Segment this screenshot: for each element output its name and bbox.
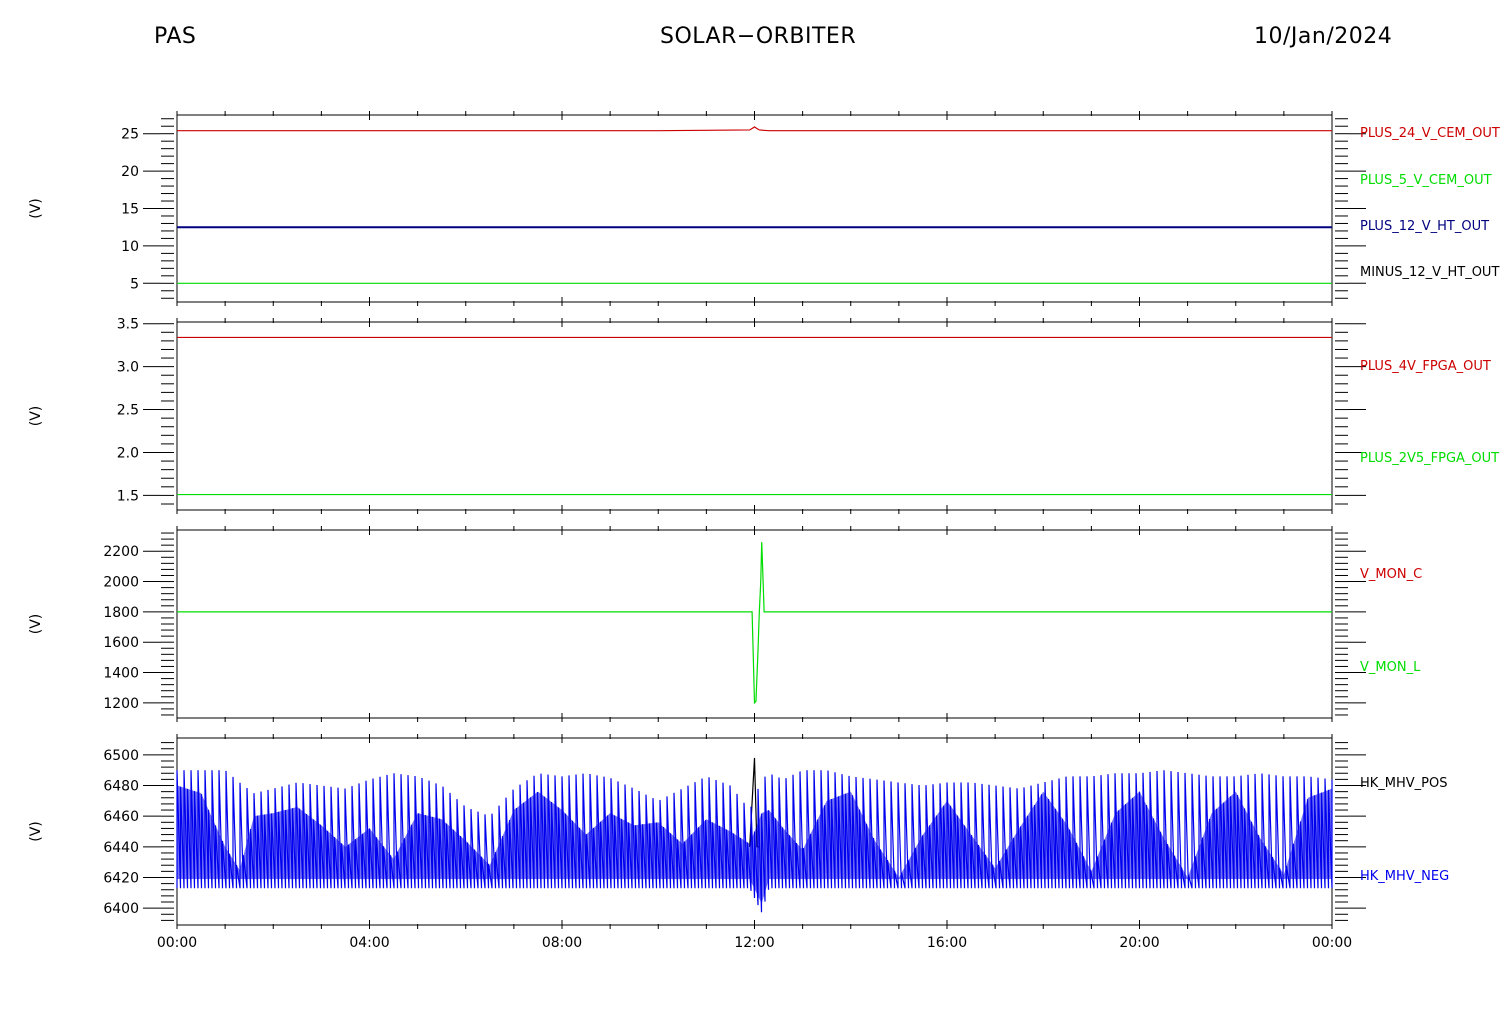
legend-v-mon-c: V_MON_C <box>1360 567 1422 582</box>
panel-4-ytick-label: 6480 <box>103 779 139 795</box>
panel-4-ytick-label: 6460 <box>103 809 139 825</box>
legend-plus-5-v-cem-out: PLUS_5_V_CEM_OUT <box>1360 173 1492 188</box>
legend-hk-mhv-neg: HK_MHV_NEG <box>1360 869 1449 884</box>
legend-plus-2v5-fpga-out: PLUS_2V5_FPGA_OUT <box>1360 451 1499 466</box>
panel-3-ytick-label: 1800 <box>103 605 139 621</box>
header-mission: SOLAR−ORBITER <box>660 24 857 49</box>
panel-4-ytick-label: 6440 <box>103 840 139 856</box>
panel-3-ytick-label: 2000 <box>103 575 139 591</box>
xtick-label: 20:00 <box>1119 935 1159 951</box>
panel-1-frame <box>176 114 1333 303</box>
panel-1-ytick-label: 20 <box>121 164 139 180</box>
legend-minus-12-v-ht-out: MINUS_12_V_HT_OUT <box>1360 265 1499 280</box>
panel-3-ytick-label: 1600 <box>103 635 139 651</box>
panel-2-ytick-label: 2.0 <box>117 445 139 461</box>
panel-2-frame <box>176 321 1333 511</box>
header-instrument: PAS <box>154 24 197 49</box>
xtick-label: 00:00 <box>1312 935 1352 951</box>
legend-v-mon-l: V_MON_L <box>1360 660 1421 675</box>
panel-4-ytick-label: 6400 <box>103 901 139 917</box>
panel-3-ytick-label: 1200 <box>103 696 139 712</box>
legend-plus-4v-fpga-out: PLUS_4V_FPGA_OUT <box>1360 359 1491 374</box>
panel-1-ylabel: (V) <box>28 198 44 219</box>
panel-2-ytick-label: 3.5 <box>117 317 139 333</box>
legend-plus-12-v-ht-out: PLUS_12_V_HT_OUT <box>1360 219 1489 234</box>
panel-3-ytick-label: 2200 <box>103 544 139 560</box>
panel-4-ytick-label: 6420 <box>103 870 139 886</box>
panel-1-ytick-label: 25 <box>121 127 139 143</box>
panel-3-ylabel: (V) <box>28 614 44 635</box>
panel-1-ytick-label: 5 <box>130 276 139 292</box>
panel-4-ytick-label: 6500 <box>103 748 139 764</box>
xtick-label: 16:00 <box>927 935 967 951</box>
legend-plus-24-v-cem-out: PLUS_24_V_CEM_OUT <box>1360 126 1500 141</box>
legend-hk-mhv-pos: HK_MHV_POS <box>1360 776 1448 791</box>
header-date: 10/Jan/2024 <box>1254 24 1393 49</box>
xtick-label: 04:00 <box>349 935 389 951</box>
panel-3-ytick-label: 1400 <box>103 666 139 682</box>
series-band-hk-mhv-neg <box>177 785 1332 904</box>
series-plus-24-v-cem-out <box>177 126 1332 132</box>
panel-2-ylabel: (V) <box>28 406 44 427</box>
xtick-label: 00:00 <box>157 935 197 951</box>
xtick-label: 08:00 <box>542 935 582 951</box>
panel-4-ylabel: (V) <box>28 821 44 842</box>
panel-2-ytick-label: 1.5 <box>117 488 139 504</box>
panel-2-ytick-label: 3.0 <box>117 360 139 376</box>
panel-1-ytick-label: 10 <box>121 239 139 255</box>
series-v-mon-l <box>177 542 1332 705</box>
panel-1-ytick-label: 15 <box>121 202 139 218</box>
panel-2-ytick-label: 2.5 <box>117 403 139 419</box>
xtick-label: 12:00 <box>734 935 774 951</box>
